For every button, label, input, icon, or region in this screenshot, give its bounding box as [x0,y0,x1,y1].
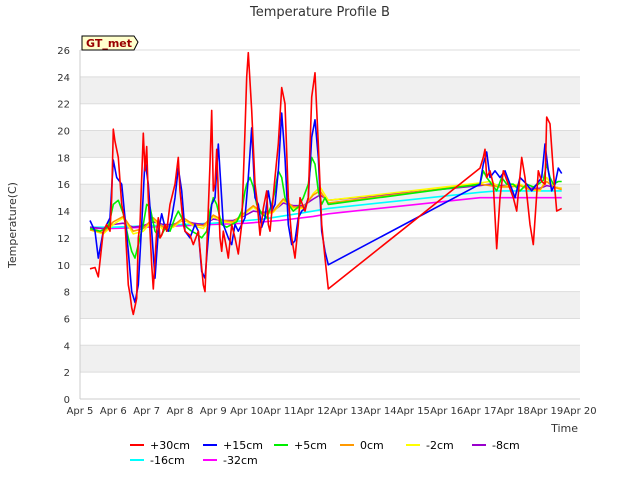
chart-title: Temperature Profile B [249,5,390,20]
y-band [80,130,580,158]
legend-label: -16cm [150,454,185,467]
y-tick-label: 22 [57,100,70,111]
y-tick-label: 4 [64,341,70,352]
legend-label: +15cm [223,439,263,452]
y-tick-label: 14 [57,207,70,218]
legend-item: -8cm [472,439,520,452]
x-tick-label: Apr 20 [563,406,596,417]
y-band [80,76,580,104]
y-tick-label: 8 [64,288,70,299]
x-tick-label: Apr 8 [167,406,194,417]
axes [79,50,580,400]
x-tick-label: Apr 19 [530,406,563,417]
y-tick-label: 2 [64,368,70,379]
y-tick-label: 18 [57,153,70,164]
legend-item: +15cm [203,439,263,452]
y-tick-label: 10 [57,261,70,272]
legend-item: +30cm [130,439,190,452]
legend: +30cm +15cm +5cm 0cm -2cm -8cm -16cm -32cm [130,439,520,467]
x-tick-label: Apr 15 [397,406,430,417]
x-tick-label: Apr 5 [67,406,94,417]
y-axis-label: Temperature(C) [6,182,19,269]
x-tick-label: Apr 10 [230,406,263,417]
x-axis-label: Time [550,422,578,435]
y-band [80,291,580,319]
background-bands [80,76,580,373]
series-line-15cm [89,112,563,304]
y-tick-label: 0 [64,395,70,406]
legend-label: 0cm [360,439,384,452]
x-tick-label: Apr 12 [297,406,330,417]
x-tick-label: Apr 14 [363,406,396,417]
x-tick-label: Apr 11 [263,406,296,417]
y-tick-label: 12 [57,234,70,245]
x-tick-label: Apr 18 [497,406,530,417]
legend-item: -16cm [130,454,185,467]
x-tick-label: Apr 17 [463,406,496,417]
y-tick-label: 26 [57,46,70,57]
y-tick-label: 24 [57,73,70,84]
legend-item: 0cm [340,439,384,452]
series-line-30cm [89,51,563,316]
x-tick-labels: Apr 5 Apr 6 Apr 7 Apr 8 Apr 9 Apr 10 Apr 11 Apr… [67,406,597,417]
x-tick-label: Apr 7 [133,406,160,417]
legend-label: -8cm [492,439,520,452]
gt-met-badge: GT_met [81,35,139,51]
legend-label: +5cm [294,439,327,452]
legend-item: -32cm [203,454,258,467]
x-tick-label: Apr 6 [100,406,127,417]
x-tick-label: Apr 13 [330,406,363,417]
legend-item: -2cm [406,439,454,452]
y-tick-label: 20 [57,127,70,138]
y-tick-label: 6 [64,314,70,325]
x-tick-label: Apr 9 [200,406,227,417]
badge-label: GT_met [86,37,132,50]
legend-label: -32cm [223,454,258,467]
y-tick-label: 16 [57,180,70,191]
legend-item: +5cm [274,439,327,452]
y-band [80,345,580,373]
legend-label: -2cm [426,439,454,452]
x-tick-label: Apr 16 [430,406,463,417]
legend-label: +30cm [150,439,190,452]
series-lines [89,51,563,316]
